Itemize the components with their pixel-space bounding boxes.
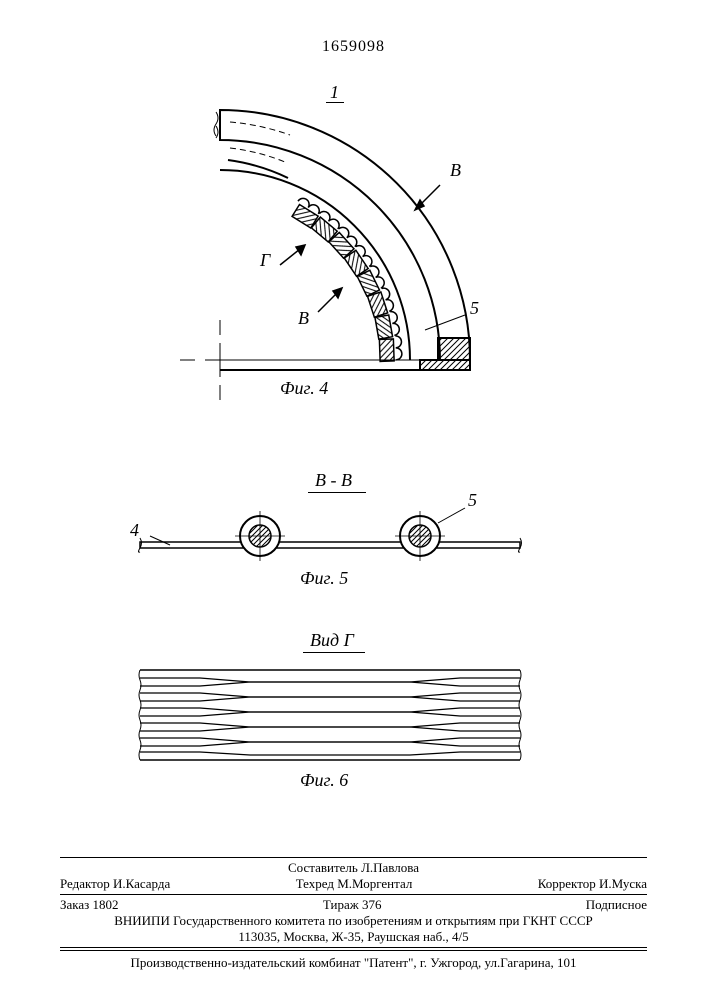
- fig5-section-label: В - В: [315, 470, 352, 491]
- fig6-caption: Фиг. 6: [300, 770, 348, 791]
- footer-subscription: Подписное: [586, 897, 647, 913]
- footer-editor: Редактор И.Касарда: [60, 876, 170, 892]
- fig5-section-underline: [308, 492, 366, 493]
- footer-rule-1: [60, 857, 647, 858]
- fig5-label-5: 5: [468, 490, 477, 511]
- fig4-svg: [120, 90, 540, 400]
- fig4-caption: Фиг. 4: [280, 378, 328, 399]
- fig4-label-B-lower: В: [298, 308, 309, 329]
- footer-credits-row: Редактор И.Касарда Техред М.Моргентал Ко…: [60, 876, 647, 892]
- figure-4: 1 В В Г 5 Фиг. 4: [120, 90, 540, 420]
- fig5-section-text: В - В: [315, 470, 352, 490]
- fig6-view-underline: [303, 652, 365, 653]
- fig5-label-4: 4: [130, 520, 139, 541]
- footer-rule-3: [60, 947, 647, 948]
- footer-org1: ВНИИПИ Государственного комитета по изоб…: [60, 913, 647, 929]
- footer-rule-2: [60, 894, 647, 895]
- figure-6: Вид Г: [120, 630, 540, 800]
- footer-order: Заказ 1802: [60, 897, 119, 913]
- footer-techred: Техред М.Моргентал: [296, 876, 413, 892]
- fig6-svg: [120, 660, 540, 780]
- fig5-svg: [120, 498, 540, 578]
- footer-corrector: Корректор И.Муска: [538, 876, 647, 892]
- fig4-label-5: 5: [470, 298, 479, 319]
- footer-compiler: Составитель Л.Павлова: [60, 860, 647, 876]
- footer-block: Составитель Л.Павлова Редактор И.Касарда…: [60, 855, 647, 971]
- figure-5: В - В: [120, 470, 540, 590]
- fig4-label-1-underline: [326, 102, 344, 103]
- fig4-label-G: Г: [260, 250, 270, 271]
- footer-addr1: 113035, Москва, Ж-35, Раушская наб., 4/5: [60, 929, 647, 945]
- patent-number: 1659098: [0, 38, 707, 56]
- footer-order-row: Заказ 1802 Тираж 376 Подписное: [60, 897, 647, 913]
- fig6-view-label: Вид Г: [310, 630, 354, 651]
- fig4-label-1: 1: [330, 82, 339, 103]
- fig5-caption: Фиг. 5: [300, 568, 348, 589]
- footer-rule-3b: [60, 950, 647, 951]
- fig4-label-B-upper: В: [450, 160, 461, 181]
- footer-tirage: Тираж 376: [323, 897, 382, 913]
- patent-page: 1659098: [0, 0, 707, 1000]
- footer-org2: Производственно-издательский комбинат "П…: [60, 955, 647, 971]
